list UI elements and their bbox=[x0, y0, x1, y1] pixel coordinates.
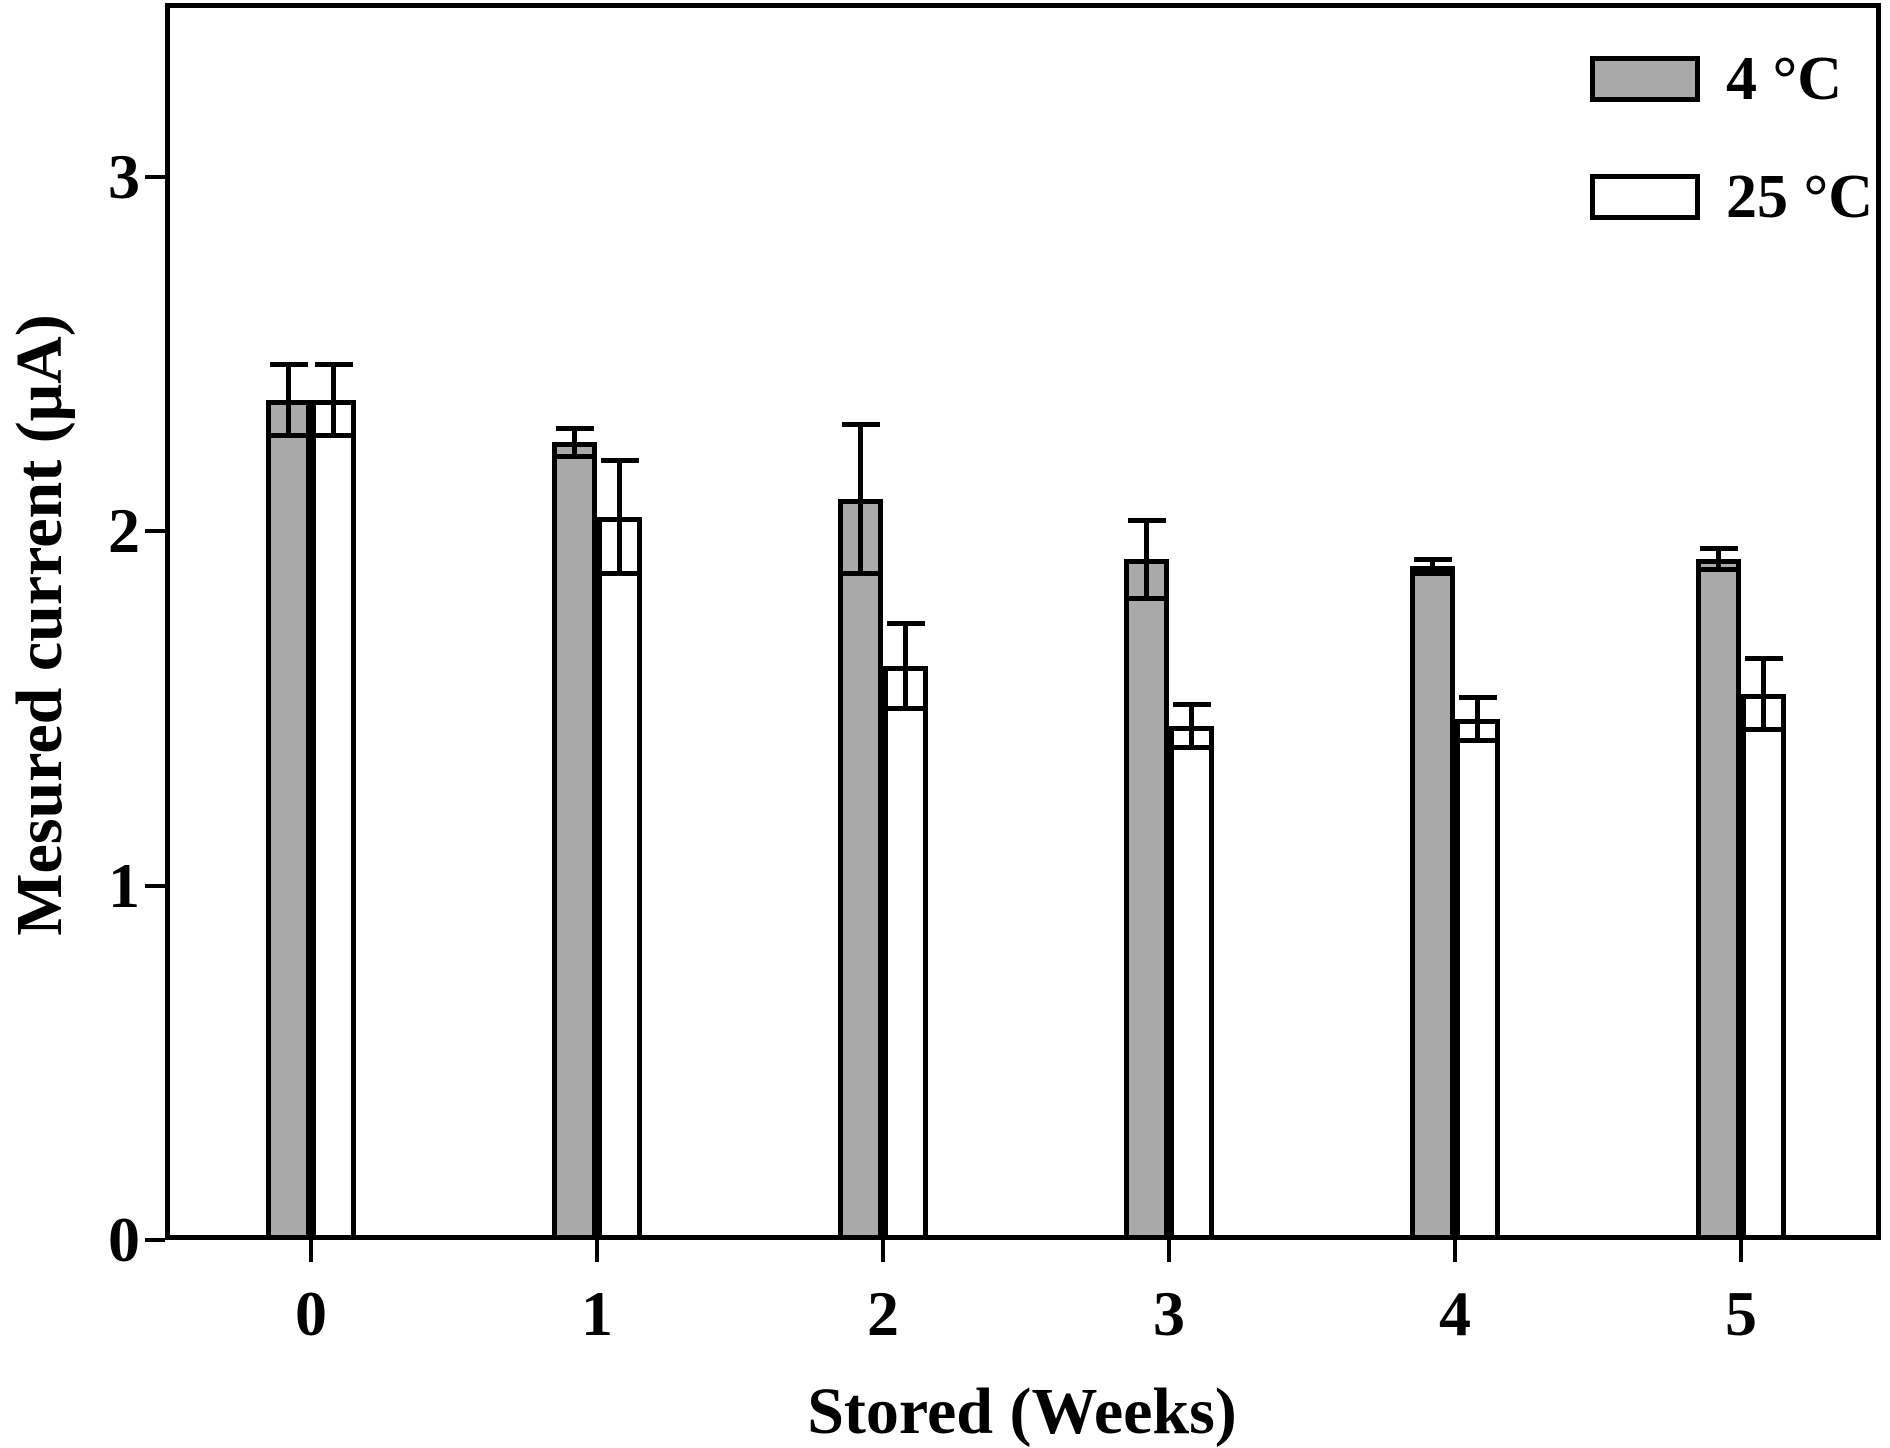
legend-label-4c: 4 °C bbox=[1726, 45, 1843, 113]
bar-4c-week5 bbox=[1696, 559, 1741, 1240]
bar-4c-week2 bbox=[838, 499, 883, 1240]
error-bar-cap-top-25c-week3 bbox=[1172, 702, 1211, 708]
x-axis-tick-label: 5 bbox=[1725, 1278, 1757, 1349]
y-axis-tick-label: 0 bbox=[108, 1204, 140, 1275]
y-axis-title: Mesured current (μA) bbox=[3, 314, 76, 936]
bar-25c-week1 bbox=[597, 516, 642, 1240]
error-bar-cap-bottom-4c-week0 bbox=[269, 432, 308, 438]
error-bar-cap-top-25c-week2 bbox=[886, 620, 925, 626]
y-axis-tick-label: 3 bbox=[108, 140, 140, 212]
error-bar-cap-top-4c-week0 bbox=[269, 361, 308, 367]
error-bar-line-25c-week2 bbox=[903, 623, 908, 709]
y-axis-tick-label: 1 bbox=[108, 849, 140, 921]
error-bar-cap-top-4c-week5 bbox=[1699, 546, 1738, 552]
error-bar-cap-top-4c-week3 bbox=[1127, 517, 1166, 523]
legend-item-25c: 25 °C bbox=[1590, 166, 1873, 228]
error-bar-cap-top-4c-week1 bbox=[555, 425, 594, 431]
error-bar-cap-bottom-4c-week1 bbox=[555, 454, 594, 460]
error-bar-cap-bottom-25c-week0 bbox=[314, 432, 353, 438]
bar-4c-week1 bbox=[552, 442, 597, 1240]
error-bar-cap-bottom-25c-week3 bbox=[1172, 744, 1211, 750]
x-axis-tick-label: 4 bbox=[1439, 1278, 1471, 1349]
x-axis-tick bbox=[1167, 1240, 1171, 1262]
error-bar-cap-bottom-25c-week5 bbox=[1744, 727, 1783, 733]
bar-25c-week4 bbox=[1455, 718, 1500, 1240]
error-bar-cap-bottom-4c-week3 bbox=[1127, 595, 1166, 601]
bar-25c-week5 bbox=[1741, 694, 1786, 1240]
legend-swatch-25c-icon bbox=[1590, 174, 1700, 220]
error-bar-cap-bottom-4c-week2 bbox=[841, 571, 880, 577]
error-bar-cap-bottom-25c-week2 bbox=[886, 705, 925, 711]
bar-25c-week0 bbox=[311, 399, 356, 1240]
y-axis-tick bbox=[145, 174, 165, 179]
x-axis-tick bbox=[881, 1240, 885, 1262]
error-bar-line-25c-week3 bbox=[1189, 704, 1194, 748]
error-bar-cap-bottom-25c-week1 bbox=[600, 571, 639, 577]
y-axis-tick bbox=[145, 1238, 165, 1242]
y-axis-tick bbox=[145, 883, 165, 888]
error-bar-line-4c-week5 bbox=[1716, 548, 1721, 570]
legend-label-25c: 25 °C bbox=[1726, 163, 1874, 231]
error-bar-cap-top-25c-week4 bbox=[1458, 695, 1497, 701]
error-bar-cap-top-25c-week1 bbox=[600, 457, 639, 463]
error-bar-line-4c-week3 bbox=[1144, 520, 1149, 599]
error-bar-line-4c-week2 bbox=[858, 424, 863, 574]
x-axis-title: Stored (Weeks) bbox=[807, 1375, 1237, 1448]
x-axis-tick-label: 2 bbox=[867, 1278, 899, 1349]
error-bar-line-25c-week5 bbox=[1761, 658, 1766, 730]
error-bar-cap-bottom-25c-week4 bbox=[1458, 737, 1497, 743]
error-bar-line-4c-week0 bbox=[286, 364, 291, 436]
bar-25c-week2 bbox=[883, 665, 928, 1240]
bar-25c-week3 bbox=[1169, 725, 1214, 1240]
legend-swatch-4c-icon bbox=[1590, 56, 1700, 102]
error-bar-cap-top-4c-week4 bbox=[1413, 556, 1452, 562]
error-bar-line-25c-week4 bbox=[1475, 697, 1480, 741]
y-axis-tick bbox=[145, 529, 165, 533]
x-axis-tick-label: 1 bbox=[581, 1278, 613, 1349]
error-bar-line-25c-week1 bbox=[617, 460, 622, 574]
x-axis-tick-label: 3 bbox=[1153, 1278, 1185, 1349]
error-bar-line-25c-week0 bbox=[331, 364, 336, 436]
error-bar-cap-top-25c-week5 bbox=[1744, 656, 1783, 662]
x-axis-tick bbox=[595, 1240, 599, 1262]
legend-item-4c: 4 °C bbox=[1590, 48, 1842, 110]
error-bar-line-4c-week1 bbox=[572, 428, 577, 457]
error-bar-cap-bottom-4c-week5 bbox=[1699, 567, 1738, 573]
error-bar-line-4c-week4 bbox=[1430, 559, 1435, 574]
error-bar-cap-top-25c-week0 bbox=[314, 361, 353, 367]
error-bar-cap-bottom-4c-week4 bbox=[1413, 571, 1452, 577]
x-axis-tick bbox=[309, 1240, 313, 1262]
x-axis-tick bbox=[1739, 1240, 1743, 1262]
bar-4c-week4 bbox=[1410, 566, 1455, 1240]
bar-4c-week0 bbox=[266, 399, 311, 1240]
error-bar-cap-top-4c-week2 bbox=[841, 422, 880, 428]
x-axis-tick bbox=[1453, 1240, 1457, 1262]
x-axis-tick-label: 0 bbox=[295, 1278, 327, 1349]
bar-4c-week3 bbox=[1124, 559, 1169, 1240]
y-axis-tick-label: 2 bbox=[108, 495, 140, 566]
